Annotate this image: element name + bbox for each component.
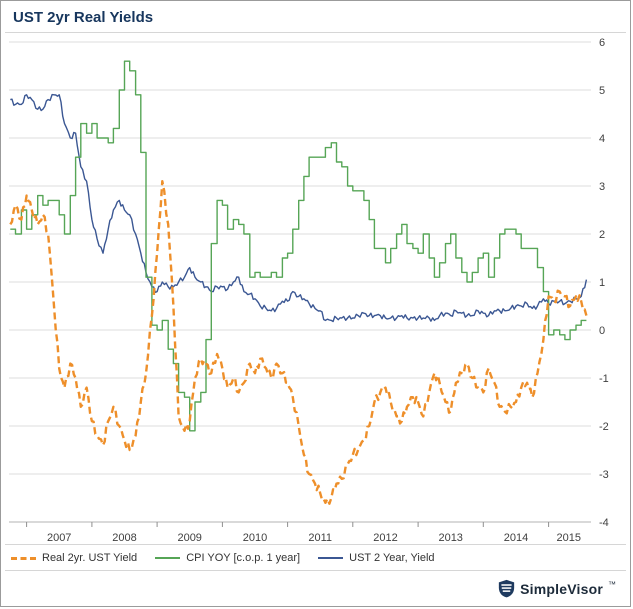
legend-item-cpi-yoy: CPI YOY [c.o.p. 1 year]: [155, 552, 300, 564]
y-tick-label: 0: [599, 325, 605, 337]
x-tick-label: 2014: [504, 532, 528, 544]
y-tick-label: 1: [599, 277, 605, 289]
y-tick-label: -2: [599, 421, 609, 433]
legend-label-ust-2yr: UST 2 Year, Yield: [349, 552, 435, 564]
x-tick-label: 2015: [557, 532, 581, 544]
chart-area: 6 5 4 3 2 1 0 -1 -2 -3 -4 2007 2008 2009 2010 2011 2012 2…: [1, 33, 630, 544]
legend-label-real-yield: Real 2yr. UST Yield: [42, 552, 138, 564]
title-bar: UST 2yr Real Yields: [1, 1, 630, 32]
title-separator: [5, 32, 626, 33]
y-tick-label: 2: [599, 229, 605, 241]
x-tick-label: 2008: [112, 532, 136, 544]
footer: SimpleVisor ™: [1, 571, 630, 606]
legend-marker-real-yield-icon: [11, 556, 36, 560]
y-tick-label: -1: [599, 373, 609, 385]
series-line-real-2yr-ust-yield: [9, 180, 588, 505]
y-tick-label: -4: [599, 517, 609, 529]
chart-canvas: 6 5 4 3 2 1 0 -1 -2 -3 -4 2007 2008 2009 2010 2011 2012 2…: [9, 37, 609, 544]
brand-name: SimpleVisor: [520, 580, 603, 597]
legend-top-separator: [5, 544, 626, 545]
y-tick-label: 6: [599, 37, 605, 49]
y-tick-label: -3: [599, 469, 609, 481]
series-line-cpi-yoy: [10, 60, 587, 432]
legend-bottom-separator: [5, 570, 626, 571]
x-tick-label: 2011: [308, 532, 332, 544]
legend-marker-cpi-yoy-icon: [155, 557, 181, 559]
y-tick-label: 5: [599, 85, 605, 97]
y-tick-label: 3: [599, 181, 605, 193]
x-tick-label: 2010: [243, 532, 267, 544]
x-tick-label: 2009: [177, 532, 201, 544]
legend: Real 2yr. UST Yield CPI YOY [c.o.p. 1 ye…: [1, 545, 630, 570]
page-title: UST 2yr Real Yields: [13, 9, 154, 26]
legend-item-real-yield: Real 2yr. UST Yield: [11, 552, 137, 564]
legend-label-cpi-yoy: CPI YOY [c.o.p. 1 year]: [186, 552, 301, 564]
x-tick-label: 2013: [438, 532, 462, 544]
legend-item-ust-2yr: UST 2 Year, Yield: [318, 552, 435, 564]
y-tick-label: 4: [599, 133, 605, 145]
trademark-symbol: ™: [608, 580, 616, 589]
simplevisor-shield-icon: [498, 579, 515, 598]
x-tick-label: 2007: [47, 532, 71, 544]
legend-marker-ust-2yr-icon: [318, 557, 344, 559]
series-line-ust-2-year-yield: [10, 93, 588, 323]
x-tick-label: 2012: [373, 532, 397, 544]
